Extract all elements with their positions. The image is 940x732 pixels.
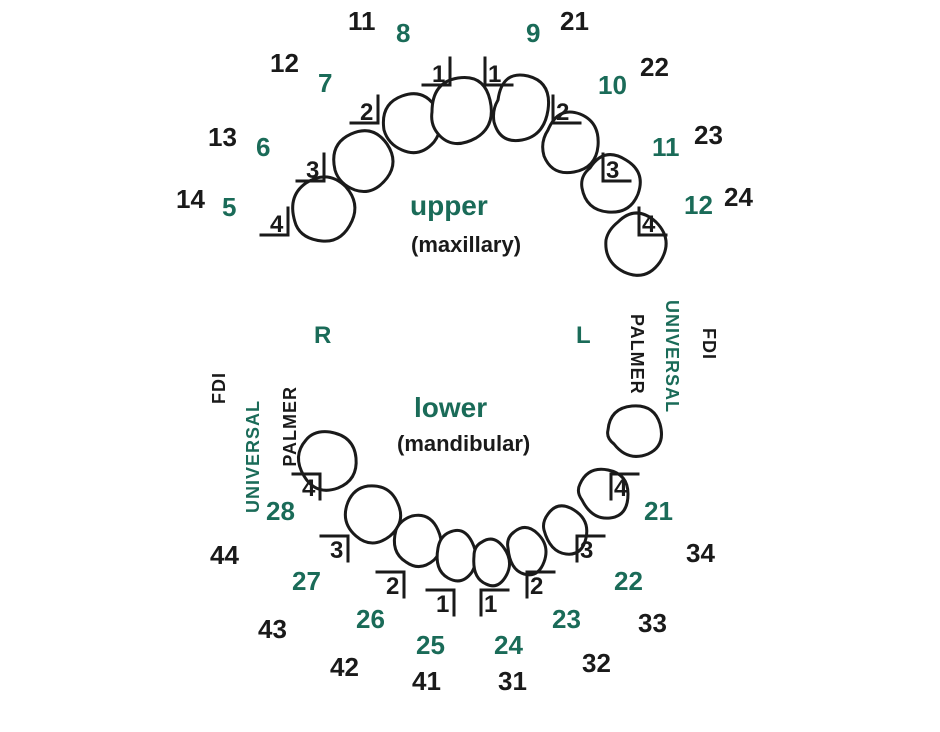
tooth-shape <box>474 539 510 586</box>
palmer-number: 1 <box>436 591 449 618</box>
col-label-fdi-left: FDI <box>210 372 228 404</box>
fdi-number: 13 <box>208 124 237 150</box>
tooth-shape <box>437 530 476 581</box>
palmer-number: 4 <box>302 475 316 502</box>
fdi-number: 23 <box>694 122 723 148</box>
fdi-number: 11 <box>348 8 376 34</box>
universal-number: 21 <box>644 498 673 524</box>
tooth-shape <box>608 406 662 457</box>
diagram-svg: 1234123412341234 <box>0 0 940 732</box>
fdi-number: 34 <box>686 540 715 566</box>
tooth-shape <box>606 213 666 275</box>
col-label-palmer-left: PALMER <box>281 386 299 467</box>
universal-number: 23 <box>552 606 581 632</box>
fdi-number: 44 <box>210 542 239 568</box>
tooth-shape <box>334 131 393 192</box>
universal-number: 22 <box>614 568 643 594</box>
palmer-number: 1 <box>484 591 497 618</box>
fdi-number: 24 <box>724 184 753 210</box>
universal-number: 6 <box>256 134 270 160</box>
universal-number: 8 <box>396 20 410 46</box>
palmer-number: 3 <box>330 537 343 564</box>
universal-number: 28 <box>266 498 295 524</box>
universal-number: 25 <box>416 632 445 658</box>
universal-number: 5 <box>222 194 236 220</box>
fdi-number: 14 <box>176 186 205 212</box>
palmer-number: 3 <box>580 537 593 564</box>
fdi-number: 31 <box>498 668 527 694</box>
universal-number: 27 <box>292 568 321 594</box>
fdi-number: 12 <box>270 50 299 76</box>
fdi-number: 32 <box>582 650 611 676</box>
universal-number: 12 <box>684 192 713 218</box>
col-label-universal-right: UNIVERSAL <box>663 300 681 413</box>
arch-sublabel-upper: (maxillary) <box>411 234 521 256</box>
dental-notation-diagram: 1234123412341234 11121314212223244142434… <box>0 0 940 732</box>
universal-number: 26 <box>356 606 385 632</box>
fdi-number: 22 <box>640 54 669 80</box>
universal-number: 9 <box>526 20 540 46</box>
fdi-number: 41 <box>412 668 441 694</box>
universal-number: 7 <box>318 70 332 96</box>
col-label-palmer-right: PALMER <box>628 314 646 395</box>
universal-number: 11 <box>652 134 680 160</box>
side-label-left: L <box>576 324 591 348</box>
universal-number: 10 <box>598 72 627 98</box>
fdi-number: 42 <box>330 654 359 680</box>
tooth-shape <box>345 486 400 543</box>
palmer-number: 2 <box>530 573 543 600</box>
universal-number: 24 <box>494 632 523 658</box>
fdi-number: 33 <box>638 610 667 636</box>
tooth-shape <box>394 515 441 566</box>
palmer-number: 4 <box>614 475 628 502</box>
arch-label-upper: upper <box>410 192 488 220</box>
arch-label-lower: lower <box>414 394 487 422</box>
fdi-number: 21 <box>560 8 589 34</box>
col-label-fdi-right: FDI <box>700 328 718 360</box>
fdi-number: 43 <box>258 616 287 642</box>
tooth-shape <box>543 112 599 173</box>
arch-sublabel-lower: (mandibular) <box>397 433 530 455</box>
palmer-number: 2 <box>386 573 399 600</box>
tooth-shape <box>508 527 546 574</box>
side-label-right: R <box>314 324 331 348</box>
col-label-universal-left: UNIVERSAL <box>244 400 262 513</box>
